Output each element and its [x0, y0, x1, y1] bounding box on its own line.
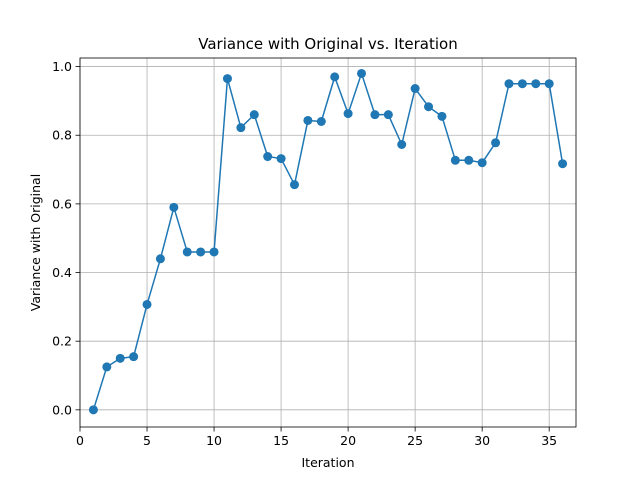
- data-point: [558, 159, 568, 169]
- data-point: [115, 353, 125, 363]
- data-point: [544, 79, 554, 89]
- x-axis-label: Iteration: [301, 455, 354, 470]
- x-tick-label: 30: [474, 433, 490, 448]
- data-point: [316, 117, 326, 127]
- data-point: [330, 72, 340, 82]
- axis-ticks: 0 5 10 15 20 25 30 35 0.0 0.2 0.4 0.6 0.8 1.0: [52, 59, 557, 448]
- data-point: [182, 247, 192, 257]
- data-point: [169, 202, 179, 212]
- data-series: [88, 68, 568, 415]
- x-tick-label: 25: [407, 433, 423, 448]
- data-point: [504, 79, 514, 89]
- data-point: [222, 74, 232, 84]
- x-tick-label: 0: [76, 433, 84, 448]
- data-point: [343, 109, 353, 119]
- y-tick-label: 0.2: [52, 334, 72, 349]
- x-tick-label: 15: [273, 433, 289, 448]
- data-point: [276, 154, 286, 164]
- data-point: [209, 247, 219, 257]
- data-point: [450, 155, 460, 165]
- data-point: [249, 110, 259, 120]
- data-point: [464, 155, 474, 165]
- data-point: [383, 110, 393, 120]
- data-point: [196, 247, 206, 257]
- data-point: [303, 115, 313, 125]
- y-axis-label: Variance with Original: [28, 174, 43, 311]
- x-tick-label: 5: [143, 433, 151, 448]
- y-tick-label: 0.6: [52, 196, 72, 211]
- data-point: [142, 299, 152, 309]
- data-point: [424, 102, 434, 112]
- data-point: [531, 79, 541, 89]
- data-point: [102, 362, 112, 372]
- y-tick-label: 1.0: [52, 59, 72, 74]
- data-point: [129, 352, 139, 362]
- data-point: [517, 79, 527, 89]
- data-point: [410, 84, 420, 94]
- data-point: [155, 254, 165, 264]
- data-point: [370, 110, 380, 120]
- data-point: [236, 123, 246, 133]
- x-tick-label: 20: [340, 433, 356, 448]
- x-tick-label: 10: [206, 433, 222, 448]
- data-point: [289, 180, 299, 190]
- chart-title: Variance with Original vs. Iteration: [198, 35, 457, 53]
- data-point: [437, 111, 447, 121]
- data-point: [357, 68, 367, 78]
- data-point: [477, 158, 487, 168]
- y-tick-label: 0.8: [52, 128, 72, 143]
- x-tick-label: 35: [541, 433, 557, 448]
- data-point: [491, 138, 501, 148]
- data-point: [263, 152, 273, 162]
- y-tick-label: 0.4: [52, 265, 72, 280]
- axes-frame: [79, 57, 577, 428]
- y-tick-label: 0.0: [52, 402, 72, 417]
- data-point: [397, 140, 407, 150]
- data-point: [88, 405, 98, 415]
